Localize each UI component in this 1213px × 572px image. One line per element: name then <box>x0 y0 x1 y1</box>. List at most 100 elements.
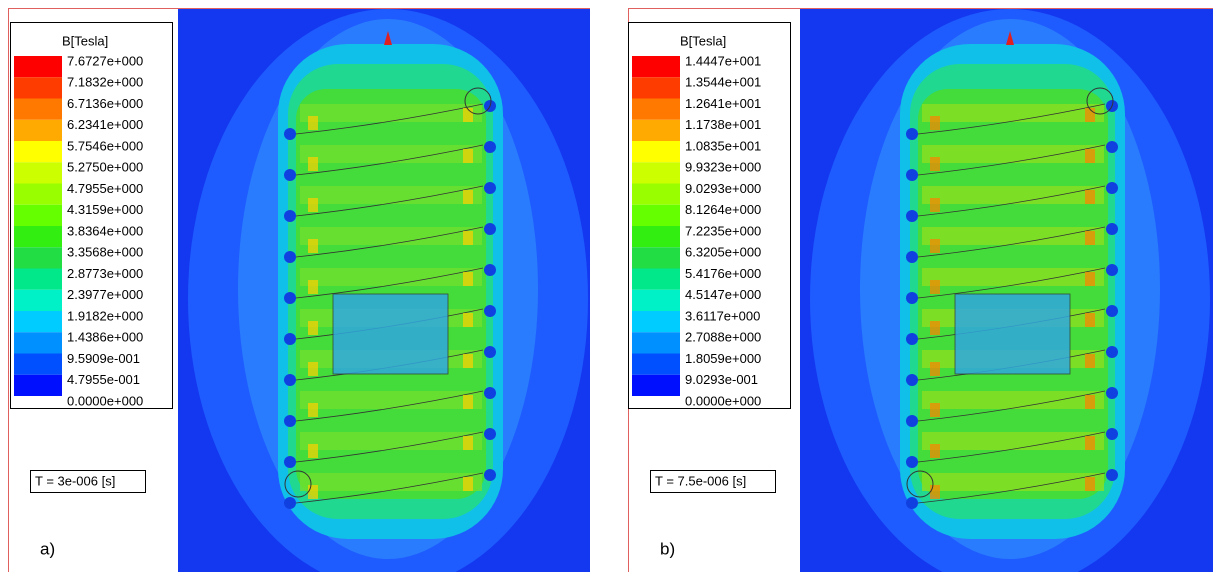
legend-swatch <box>632 247 680 268</box>
legend-level: 1.4447e+001 <box>685 53 761 68</box>
legend-swatch <box>14 141 62 162</box>
wire-right <box>1106 264 1118 276</box>
hot-right <box>463 436 473 450</box>
legend-level: 1.1738e+001 <box>685 117 761 132</box>
legend-title: B[Tesla] <box>62 33 108 48</box>
legend-level: 7.6727e+000 <box>67 53 143 68</box>
hot-left <box>308 280 318 294</box>
wire-right <box>484 387 496 399</box>
wire-left <box>284 251 296 263</box>
wire-right <box>1106 305 1118 317</box>
winding-band <box>922 227 1104 245</box>
wire-left <box>906 374 918 386</box>
wire-right <box>484 182 496 194</box>
wire-right <box>484 264 496 276</box>
legend-swatch <box>14 120 62 141</box>
legend-level: 4.7955e-001 <box>67 372 140 387</box>
hot-right <box>1085 436 1095 450</box>
legend-level: 6.2341e+000 <box>67 117 143 132</box>
wire-left <box>906 456 918 468</box>
legend-swatch <box>14 290 62 311</box>
legend-level: 9.9323e+000 <box>685 160 761 175</box>
legend-swatch <box>14 247 62 268</box>
hot-right <box>1085 190 1095 204</box>
hot-right <box>1085 108 1095 122</box>
legend-swatch <box>632 162 680 183</box>
core <box>333 294 448 374</box>
hot-left <box>308 198 318 212</box>
wire-left <box>906 128 918 140</box>
legend-level: 2.8773e+000 <box>67 266 143 281</box>
hot-left <box>308 403 318 417</box>
legend-level: 7.1832e+000 <box>67 75 143 90</box>
hot-left <box>930 403 940 417</box>
legend-level: 3.6117e+000 <box>685 308 760 323</box>
legend-level: 0.0000e+000 <box>685 393 761 408</box>
winding-band <box>300 186 482 204</box>
wire-left <box>284 374 296 386</box>
legend-swatch <box>632 269 680 290</box>
legend-swatch <box>14 311 62 332</box>
wire-right <box>484 223 496 235</box>
hot-left <box>930 198 940 212</box>
wire-left <box>906 497 918 509</box>
legend-level: 5.2750e+000 <box>67 160 143 175</box>
hot-right <box>463 477 473 491</box>
winding-band <box>300 227 482 245</box>
legend-level: 1.3544e+001 <box>685 75 761 90</box>
wire-right <box>484 305 496 317</box>
legend-level: 9.5909e-001 <box>67 351 140 366</box>
hot-left <box>930 444 940 458</box>
hot-right <box>1085 272 1095 286</box>
wire-left <box>906 251 918 263</box>
legend-level: 1.8059e+000 <box>685 351 761 366</box>
figure: B[Tesla] 7.6727e+000 7.1832e+000 6.7136e+00… <box>0 0 1213 572</box>
winding-band <box>922 104 1104 122</box>
legend-level: 9.0293e-001 <box>685 372 758 387</box>
core <box>955 294 1070 374</box>
hot-right <box>463 313 473 327</box>
legend-level: 9.0293e+000 <box>685 181 761 196</box>
wire-right <box>484 469 496 481</box>
hot-left <box>308 116 318 130</box>
legend-swatch <box>632 354 680 375</box>
hot-right <box>463 149 473 163</box>
field-plot <box>800 9 1213 572</box>
legend-level: 1.4386e+000 <box>67 330 143 345</box>
wire-left <box>284 456 296 468</box>
panel-label: a) <box>40 539 55 558</box>
legend-swatch <box>14 162 62 183</box>
hot-right <box>1085 395 1095 409</box>
wire-right <box>1106 182 1118 194</box>
legend-level: 3.8364e+000 <box>67 223 143 238</box>
wire-right <box>1106 223 1118 235</box>
hot-right <box>1085 149 1095 163</box>
hot-left <box>930 362 940 376</box>
legend-swatch <box>632 120 680 141</box>
hot-left <box>308 444 318 458</box>
legend-title: B[Tesla] <box>680 33 726 48</box>
legend-level: 4.3159e+000 <box>67 202 143 217</box>
winding-band <box>300 432 482 450</box>
legend-swatch <box>632 205 680 226</box>
hot-left <box>308 485 318 499</box>
wire-left <box>284 292 296 304</box>
hot-right <box>463 272 473 286</box>
legend-swatch <box>14 226 62 247</box>
panel: B[Tesla] 7.6727e+000 7.1832e+000 6.7136e+00… <box>9 9 591 572</box>
wire-left <box>284 333 296 345</box>
hot-left <box>930 321 940 335</box>
panel-label: b) <box>660 539 675 558</box>
panel: B[Tesla]1.4447e+0011.3544e+0011.2641e+00… <box>629 9 1213 572</box>
winding-band <box>300 268 482 286</box>
legend-level: 6.7136e+000 <box>67 96 143 111</box>
hot-right <box>463 108 473 122</box>
winding-band <box>300 104 482 122</box>
wire-left <box>906 415 918 427</box>
hot-left <box>930 239 940 253</box>
legend-swatch <box>14 354 62 375</box>
hot-left <box>930 157 940 171</box>
legend-level: 6.3205e+000 <box>685 245 761 260</box>
legend-level: 8.1264e+000 <box>685 202 761 217</box>
hot-left <box>308 239 318 253</box>
